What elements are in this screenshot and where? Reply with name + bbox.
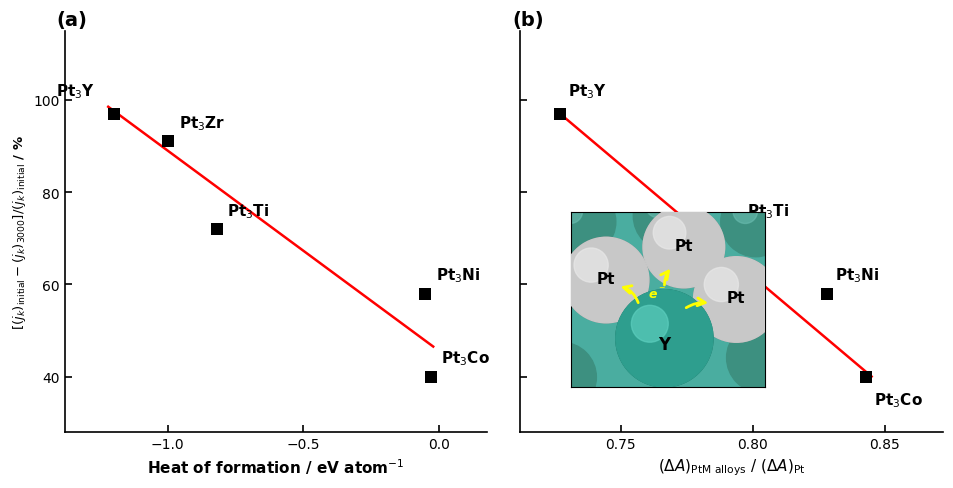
Text: Pt$_3$Ni: Pt$_3$Ni bbox=[834, 266, 879, 285]
Text: (a): (a) bbox=[56, 11, 88, 30]
Text: Pt$_3$Y: Pt$_3$Y bbox=[55, 82, 94, 101]
Text: Pt$_3$Ni: Pt$_3$Ni bbox=[436, 266, 480, 285]
X-axis label: $(\Delta A)_{\rm PtM\ alloys}\ /\ (\Delta A)_{\rm Pt}$: $(\Delta A)_{\rm PtM\ alloys}\ /\ (\Delt… bbox=[657, 456, 804, 477]
Text: (b): (b) bbox=[512, 11, 543, 30]
Text: Pt$_3$Co: Pt$_3$Co bbox=[873, 390, 923, 409]
Text: Pt$_3$Co: Pt$_3$Co bbox=[441, 349, 490, 367]
Text: Pt$_3$Ti: Pt$_3$Ti bbox=[227, 202, 270, 220]
X-axis label: Heat of formation / eV atom$^{-1}$: Heat of formation / eV atom$^{-1}$ bbox=[147, 456, 404, 476]
Text: Pt$_3$Ti: Pt$_3$Ti bbox=[747, 202, 789, 220]
Text: Pt$_3$Zr: Pt$_3$Zr bbox=[178, 114, 225, 133]
Text: Pt$_3$Y: Pt$_3$Y bbox=[567, 82, 606, 101]
Y-axis label: $[(j_k)_{\rm initial}-(j_k)_{3000}]/(j_k)_{\rm initial}$ / %: $[(j_k)_{\rm initial}-(j_k)_{3000}]/(j_k… bbox=[11, 134, 28, 329]
